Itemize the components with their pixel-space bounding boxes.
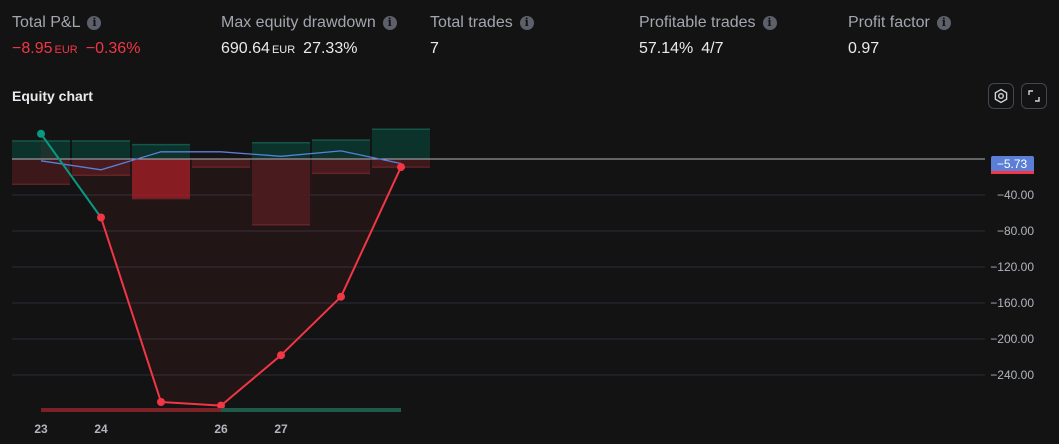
- expand-icon: [1028, 90, 1040, 102]
- equity-line-segment: [280, 295, 342, 356]
- drawdown-bar: [72, 159, 130, 176]
- equity-point: [397, 163, 405, 172]
- last-value-tag-underline: [991, 171, 1034, 174]
- equity-point: [337, 292, 345, 301]
- x-tick-label: 26: [214, 422, 228, 436]
- period-segment: [221, 408, 401, 412]
- benchmark-series: [40, 150, 402, 171]
- equity-series: [37, 129, 405, 410]
- y-tick-label: −240.00: [990, 368, 1034, 382]
- drawdown-bar: [312, 159, 370, 174]
- stat-currency: EUR: [271, 44, 296, 56]
- x-tick-label: 27: [274, 422, 288, 436]
- drawdown-area: [41, 133, 401, 406]
- chart-expand-button[interactable]: [1021, 83, 1047, 109]
- stat-currency: EUR: [54, 44, 78, 56]
- stat-extra: 4/7: [701, 40, 724, 57]
- stat-title: Total P&L: [12, 14, 81, 31]
- last-value-tag-box: [991, 156, 1034, 174]
- info-icon[interactable]: i: [762, 16, 777, 30]
- stat-extra: −0.36%: [85, 40, 141, 57]
- stat-value: 690.64: [221, 40, 270, 57]
- stat-total-trades: Total trades i 7: [430, 14, 534, 58]
- equity-line-segment: [340, 166, 402, 298]
- equity-point: [217, 401, 225, 410]
- y-tick-label: −80.00: [997, 224, 1034, 238]
- equity-line-segment: [100, 217, 162, 403]
- y-tick-label: −120.00: [990, 260, 1034, 274]
- grid: [12, 194, 985, 376]
- y-tick-label: −160.00: [990, 296, 1034, 310]
- last-value-label: −5.73: [997, 157, 1028, 171]
- equity-point: [157, 398, 165, 406]
- run-up-bar: [312, 140, 370, 159]
- info-icon[interactable]: i: [87, 16, 102, 30]
- x-tick-label: 23: [34, 422, 48, 436]
- stat-profitable-trades: Profitable trades i 57.14% 4/7: [639, 14, 777, 58]
- y-tick-label: −200.00: [990, 332, 1034, 346]
- chart-title: Equity chart: [12, 88, 93, 104]
- x-tick-label: 24: [94, 422, 108, 436]
- benchmark-line: [40, 150, 402, 171]
- stat-title: Profit factor: [848, 14, 930, 31]
- stat-value: 0.97: [848, 40, 880, 57]
- trade-bars: [12, 128, 430, 226]
- stats-bar: Total P&L i −8.95 EUR −0.36% Max equity dra…: [0, 0, 1059, 70]
- drawdown-bar: [192, 159, 250, 168]
- equity-line-segment: [40, 133, 102, 219]
- stat-max-drawdown: Max equity drawdown i 690.64 EUR 27.33%: [221, 14, 397, 58]
- stat-value: −8.95: [12, 40, 53, 57]
- drawdown-bar: [252, 159, 310, 225]
- run-up-bar: [72, 141, 130, 159]
- period-segments: [41, 408, 401, 412]
- stat-value: 57.14%: [639, 40, 694, 57]
- y-axis: −40.00 −80.00 −120.00 −160.00 −200.00 −240.00: [990, 188, 1034, 382]
- equity-area-fill: [41, 133, 401, 406]
- equity-point: [37, 129, 45, 138]
- equity-line-segment: [160, 401, 222, 407]
- drawdown-bar: [132, 159, 190, 199]
- equity-point: [97, 213, 105, 222]
- period-segment: [41, 408, 221, 412]
- stat-title: Profitable trades: [639, 14, 756, 31]
- stat-extra: 27.33%: [303, 40, 358, 57]
- last-value-tag: −5.73: [991, 156, 1034, 174]
- stat-value: 7: [430, 40, 439, 57]
- stat-total-pnl: Total P&L i −8.95 EUR −0.36%: [12, 14, 140, 58]
- run-up-bar: [372, 129, 430, 159]
- equity-line-segment: [220, 354, 282, 407]
- stat-title: Total trades: [430, 14, 513, 31]
- y-tick-label: −40.00: [997, 188, 1034, 202]
- x-axis: 23 24 26 27: [34, 422, 288, 436]
- stat-profit-factor: Profit factor i 0.97: [848, 14, 951, 58]
- info-icon[interactable]: i: [519, 16, 534, 30]
- equity-point: [277, 351, 285, 360]
- info-icon[interactable]: i: [382, 16, 397, 30]
- info-icon[interactable]: i: [936, 16, 951, 30]
- stat-title: Max equity drawdown: [221, 14, 376, 31]
- settings-icon: [994, 88, 1008, 104]
- chart-settings-button[interactable]: [988, 83, 1014, 109]
